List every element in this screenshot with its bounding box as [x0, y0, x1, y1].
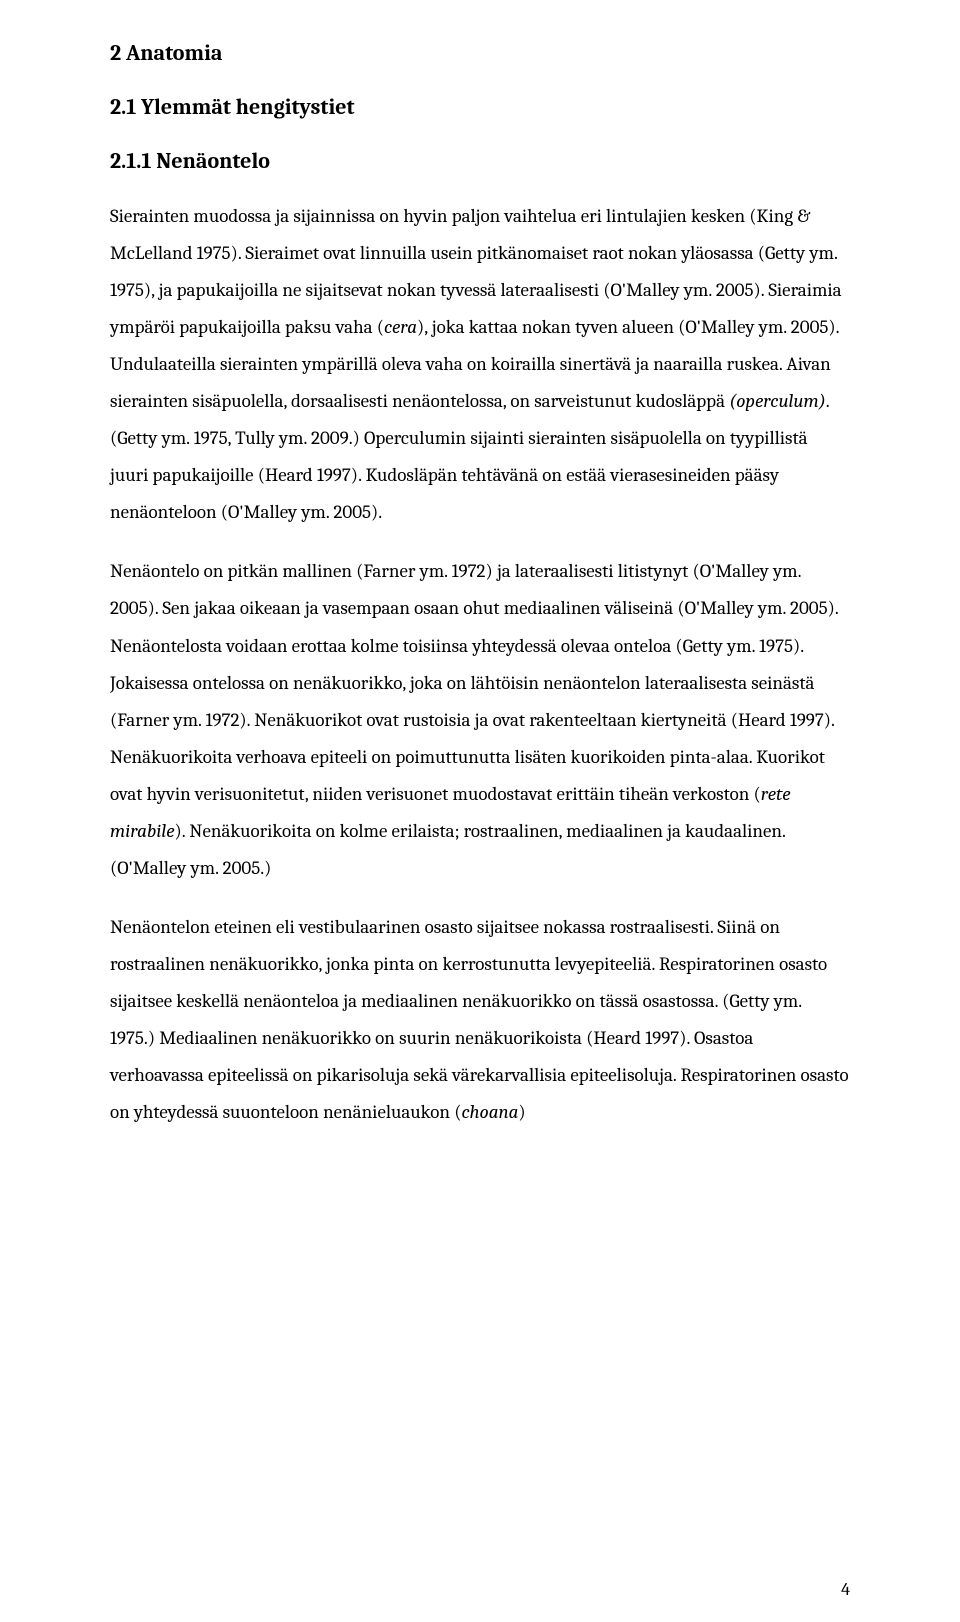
paragraph-3: Nenäontelon eteinen eli vestibulaarinen … [110, 909, 850, 1131]
heading-2: 2.1 Ylemmät hengitystiet [110, 94, 850, 120]
p3-text-a: Nenäontelon eteinen eli vestibulaarinen … [110, 916, 849, 1123]
p1-italic-operculum: (operculum) [729, 390, 826, 412]
p1-italic-cera: cera [384, 316, 417, 338]
p2-text-b: ). Nenäkuorikoita on kolme erilaista; ro… [110, 820, 785, 879]
p3-text-b: ) [518, 1101, 525, 1123]
heading-1: 2 Anatomia [110, 40, 850, 66]
p2-text-a: Nenäontelo on pitkän mallinen (Farner ym… [110, 560, 838, 804]
paragraph-2: Nenäontelo on pitkän mallinen (Farner ym… [110, 553, 850, 886]
p3-italic-choana: choana [461, 1101, 518, 1123]
heading-3: 2.1.1 Nenäontelo [110, 148, 850, 174]
paragraph-1: Sierainten muodossa ja sijainnissa on hy… [110, 198, 850, 531]
page-number: 4 [841, 1579, 850, 1600]
